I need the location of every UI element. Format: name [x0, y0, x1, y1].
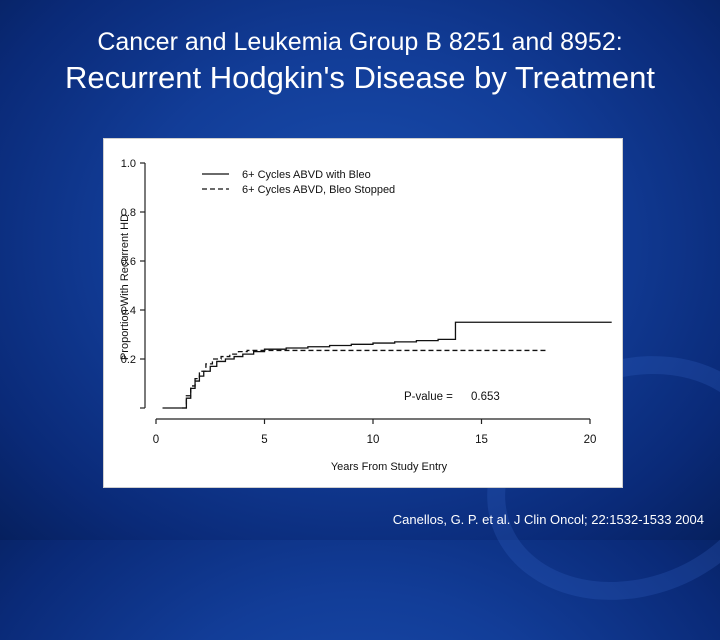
km-chart: 0.2 0.4 0.6 0.8 1.0 0 5 10 15 20 6+ Cycles ABVD w…: [119, 158, 612, 473]
y-tick-label: 1.0: [121, 158, 136, 170]
x-axis-label: Years From Study Entry: [331, 461, 448, 473]
y-tick-label: 0.6: [121, 256, 136, 268]
x-tick-label: 10: [367, 434, 380, 446]
y-axis-label: Proportion With Recurrent HD: [119, 214, 131, 360]
slide-title-line1: Cancer and Leukemia Group B 8251 and 895…: [97, 28, 623, 56]
chart-panel: 0.2 0.4 0.6 0.8 1.0 0 5 10 15 20 6+ Cycles ABVD w…: [103, 138, 623, 488]
y-tick-label: 0.4: [121, 305, 136, 317]
p-value-number: 0.653: [471, 391, 500, 403]
chart-legend: 6+ Cycles ABVD with Bleo 6+ Cycles ABVD, …: [202, 169, 395, 196]
slide-title-line2: Recurrent Hodgkin's Disease by Treatment: [64, 60, 655, 95]
p-value-label: P-value =: [404, 391, 453, 403]
citation: Canellos, G. P. et al. J Clin Oncol; 22:…: [392, 512, 704, 527]
chart-axes: 0.2 0.4 0.6 0.8 1.0 0 5 10 15 20: [121, 158, 597, 446]
legend-label-1: 6+ Cycles ABVD, Bleo Stopped: [242, 184, 395, 196]
x-tick-label: 5: [261, 434, 267, 446]
x-tick-label: 15: [475, 434, 488, 446]
series-line-bleo-stopped: [182, 349, 547, 409]
y-tick-label: 0.2: [121, 354, 136, 366]
y-tick-label: 0.8: [121, 207, 136, 219]
legend-label-0: 6+ Cycles ABVD with Bleo: [242, 169, 371, 181]
series-line-with-bleo: [162, 321, 612, 409]
x-tick-label: 0: [153, 434, 159, 446]
chart-series: [162, 321, 612, 409]
x-tick-label: 20: [584, 434, 597, 446]
